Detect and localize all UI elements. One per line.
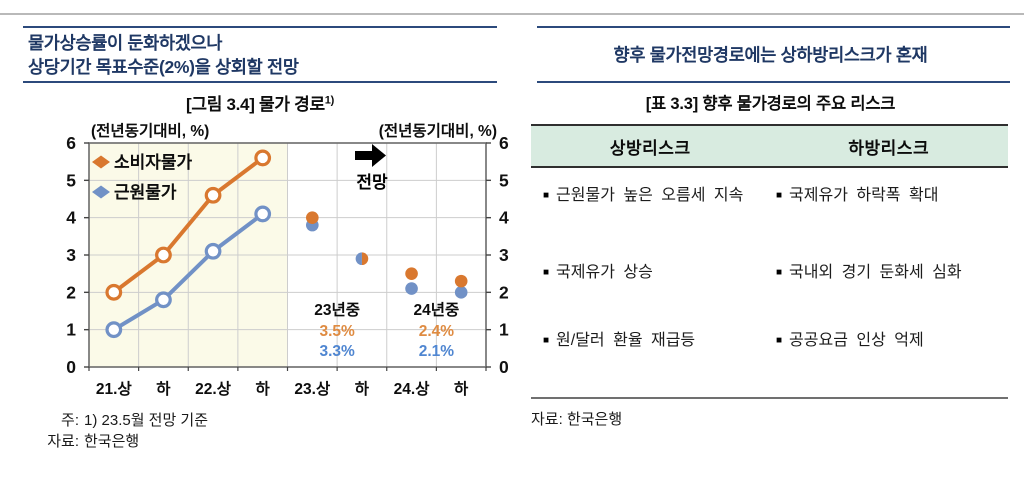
right-headline-top-rule xyxy=(537,26,1010,28)
bullet-icon: ■ xyxy=(543,335,550,346)
svg-text:0: 0 xyxy=(499,357,509,377)
svg-text:하: 하 xyxy=(156,380,171,398)
svg-text:하: 하 xyxy=(355,380,370,398)
svg-text:2.1%: 2.1% xyxy=(419,343,455,360)
left-panel: 물가상승률이 둔화하겠으나 상당기간 목표수준(2%)을 상회할 전망 [그림 … xyxy=(23,0,509,482)
bullet-icon: ■ xyxy=(776,335,783,346)
right-headline-bottom-rule xyxy=(537,81,1010,83)
chart-title: [그림 3.4] 물가 경로1) xyxy=(186,94,334,114)
risk-table: 상방리스크 하방리스크 ■ 근원물가 높은 오름세 지속 ■ 국제유가 하락폭 … xyxy=(531,124,1008,399)
bullet-icon: ■ xyxy=(543,267,550,278)
svg-text:2: 2 xyxy=(499,282,509,302)
svg-text:3: 3 xyxy=(499,245,509,265)
legend-marker xyxy=(92,185,110,199)
left-headline-line1: 물가상승률이 둔화하겠으나 xyxy=(28,33,223,53)
svg-text:1: 1 xyxy=(66,320,76,340)
cell-upside-1: ■ 근원물가 높은 오름세 지속 xyxy=(531,184,768,207)
table-row: ■ 원/달러 환율 재급등 ■ 공공요금 인상 억제 xyxy=(531,329,1008,352)
svg-text:전망: 전망 xyxy=(356,173,388,192)
svg-text:24.상: 24.상 xyxy=(394,380,431,398)
table-row: ■ 근원물가 높은 오름세 지속 ■ 국제유가 하락폭 확대 xyxy=(531,184,1008,207)
svg-text:소비자물가: 소비자물가 xyxy=(114,153,193,172)
cell-downside-3: ■ 공공요금 인상 억제 xyxy=(768,329,1008,352)
legend-marker xyxy=(92,155,110,169)
price-path-chart: 0 0 1 1 2 2 3 3 4 4 5 5 6 6 (전년동기대비, %) (전년동기대비, %) 21.상… xyxy=(35,117,515,409)
forecast-arrow-icon xyxy=(355,151,372,160)
svg-text:0: 0 xyxy=(66,357,76,377)
cell-downside-2: ■ 국내외 경기 둔화세 심화 xyxy=(768,261,1008,284)
bullet-icon: ■ xyxy=(776,190,783,201)
left-headline: 물가상승률이 둔화하겠으나 상당기간 목표수준(2%)을 상회할 전망 xyxy=(28,31,299,79)
footnote-note: 주: 1) 23.5월 전망 기준 xyxy=(61,412,209,429)
chart-footnotes: 주: 1) 23.5월 전망 기준 자료: 한국은행 xyxy=(37,411,208,452)
svg-text:4: 4 xyxy=(66,208,76,228)
svg-text:24년중: 24년중 xyxy=(413,300,459,319)
svg-text:2: 2 xyxy=(66,282,76,302)
svg-text:6: 6 xyxy=(66,133,76,153)
bullet-icon: ■ xyxy=(543,190,550,201)
svg-text:5: 5 xyxy=(499,170,509,190)
svg-text:하: 하 xyxy=(256,380,271,398)
svg-text:1: 1 xyxy=(499,320,509,340)
left-headline-line2: 상당기간 목표수준(2%)을 상회할 전망 xyxy=(28,57,299,77)
svg-text:21.상: 21.상 xyxy=(96,380,133,398)
header-upside-risk: 상방리스크 xyxy=(609,138,691,158)
svg-text:22.상: 22.상 xyxy=(195,380,232,398)
risk-table-title: [표 3.3] 향후 물가경로의 주요 리스크 xyxy=(645,95,896,113)
table-source: 자료: 한국은행 xyxy=(531,411,623,428)
svg-text:근원물가: 근원물가 xyxy=(114,183,177,202)
cell-upside-3: ■ 원/달러 환율 재급등 xyxy=(531,329,768,352)
page-top-divider xyxy=(0,13,1024,15)
svg-text:3: 3 xyxy=(66,245,76,265)
cell-upside-2: ■ 국제유가 상승 xyxy=(531,261,768,284)
svg-text:3.3%: 3.3% xyxy=(319,343,355,360)
svg-text:6: 6 xyxy=(499,133,509,153)
svg-text:23년중: 23년중 xyxy=(314,300,360,319)
header-downside-risk: 하방리스크 xyxy=(848,138,930,158)
left-headline-top-rule xyxy=(23,26,497,28)
risk-table-body: ■ 근원물가 높은 오름세 지속 ■ 국제유가 하락폭 확대 ■ 국제유가 상승… xyxy=(531,168,1008,399)
footnote-source: 자료: 한국은행 xyxy=(47,432,140,450)
bullet-icon: ■ xyxy=(776,267,783,278)
svg-text:23.상: 23.상 xyxy=(294,380,331,398)
svg-text:2.4%: 2.4% xyxy=(419,323,455,340)
svg-text:하: 하 xyxy=(454,380,469,398)
svg-text:4: 4 xyxy=(499,208,509,228)
svg-text:3.5%: 3.5% xyxy=(319,323,355,340)
right-headline: 향후 물가전망경로에는 상하방리스크가 혼재 xyxy=(613,45,928,65)
cell-downside-1: ■ 국제유가 하락폭 확대 xyxy=(768,184,1008,207)
chart-title-footnote-marker: 1) xyxy=(324,94,334,107)
risk-table-header: 상방리스크 하방리스크 xyxy=(531,124,1008,168)
svg-text:(전년동기대비, %): (전년동기대비, %) xyxy=(379,121,497,140)
right-panel: 향후 물가전망경로에는 상하방리스크가 혼재 [표 3.3] 향후 물가경로의 … xyxy=(531,0,1010,482)
svg-text:5: 5 xyxy=(66,170,76,190)
table-row: ■ 국제유가 상승 ■ 국내외 경기 둔화세 심화 xyxy=(531,261,1008,284)
svg-text:(전년동기대비, %): (전년동기대비, %) xyxy=(91,121,209,140)
left-headline-bottom-rule xyxy=(23,81,497,83)
